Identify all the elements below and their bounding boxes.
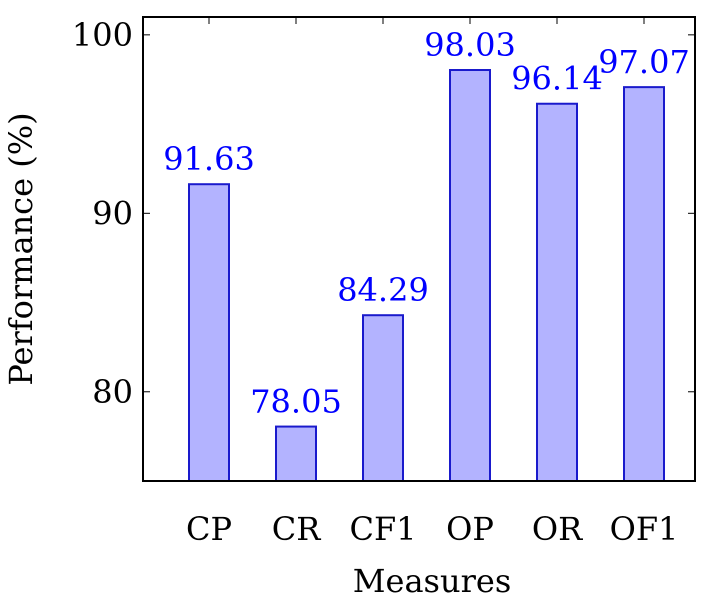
bar-cf1	[362, 314, 404, 482]
y-tick-label-90: 90	[92, 194, 133, 232]
x-tick-label-or: OR	[532, 510, 583, 548]
data-label-of1: 97.07	[598, 43, 690, 81]
plot-frame	[142, 16, 696, 482]
x-tick-label-cp: CP	[186, 510, 232, 548]
x-tick-label-cr: CR	[272, 510, 321, 548]
y-tick-labels: 80 90 100	[72, 16, 133, 411]
y-tick-label-80: 80	[92, 373, 133, 411]
bar-of1	[623, 86, 665, 483]
x-tick-label-cf1: CF1	[349, 510, 416, 548]
data-label-cp: 91.63	[163, 140, 255, 178]
bar-group	[188, 69, 665, 483]
bar-cr	[275, 425, 317, 483]
data-label-cr: 78.05	[250, 383, 342, 421]
data-label-or: 96.14	[511, 60, 603, 98]
y-axis-label: Performance (%)	[2, 112, 40, 385]
x-tick-label-op: OP	[446, 510, 494, 548]
y-tick-label-100: 100	[72, 16, 133, 54]
bar-op	[449, 69, 491, 482]
x-axis-label: Measures	[353, 562, 511, 600]
x-tick-labels: CP CR CF1 OP OR OF1	[186, 510, 678, 548]
data-label-cf1: 84.29	[337, 271, 429, 309]
bar-or	[536, 102, 578, 483]
x-tick-label-of1: OF1	[610, 510, 679, 548]
data-label-op: 98.03	[424, 26, 516, 64]
bar-cp	[188, 183, 230, 482]
